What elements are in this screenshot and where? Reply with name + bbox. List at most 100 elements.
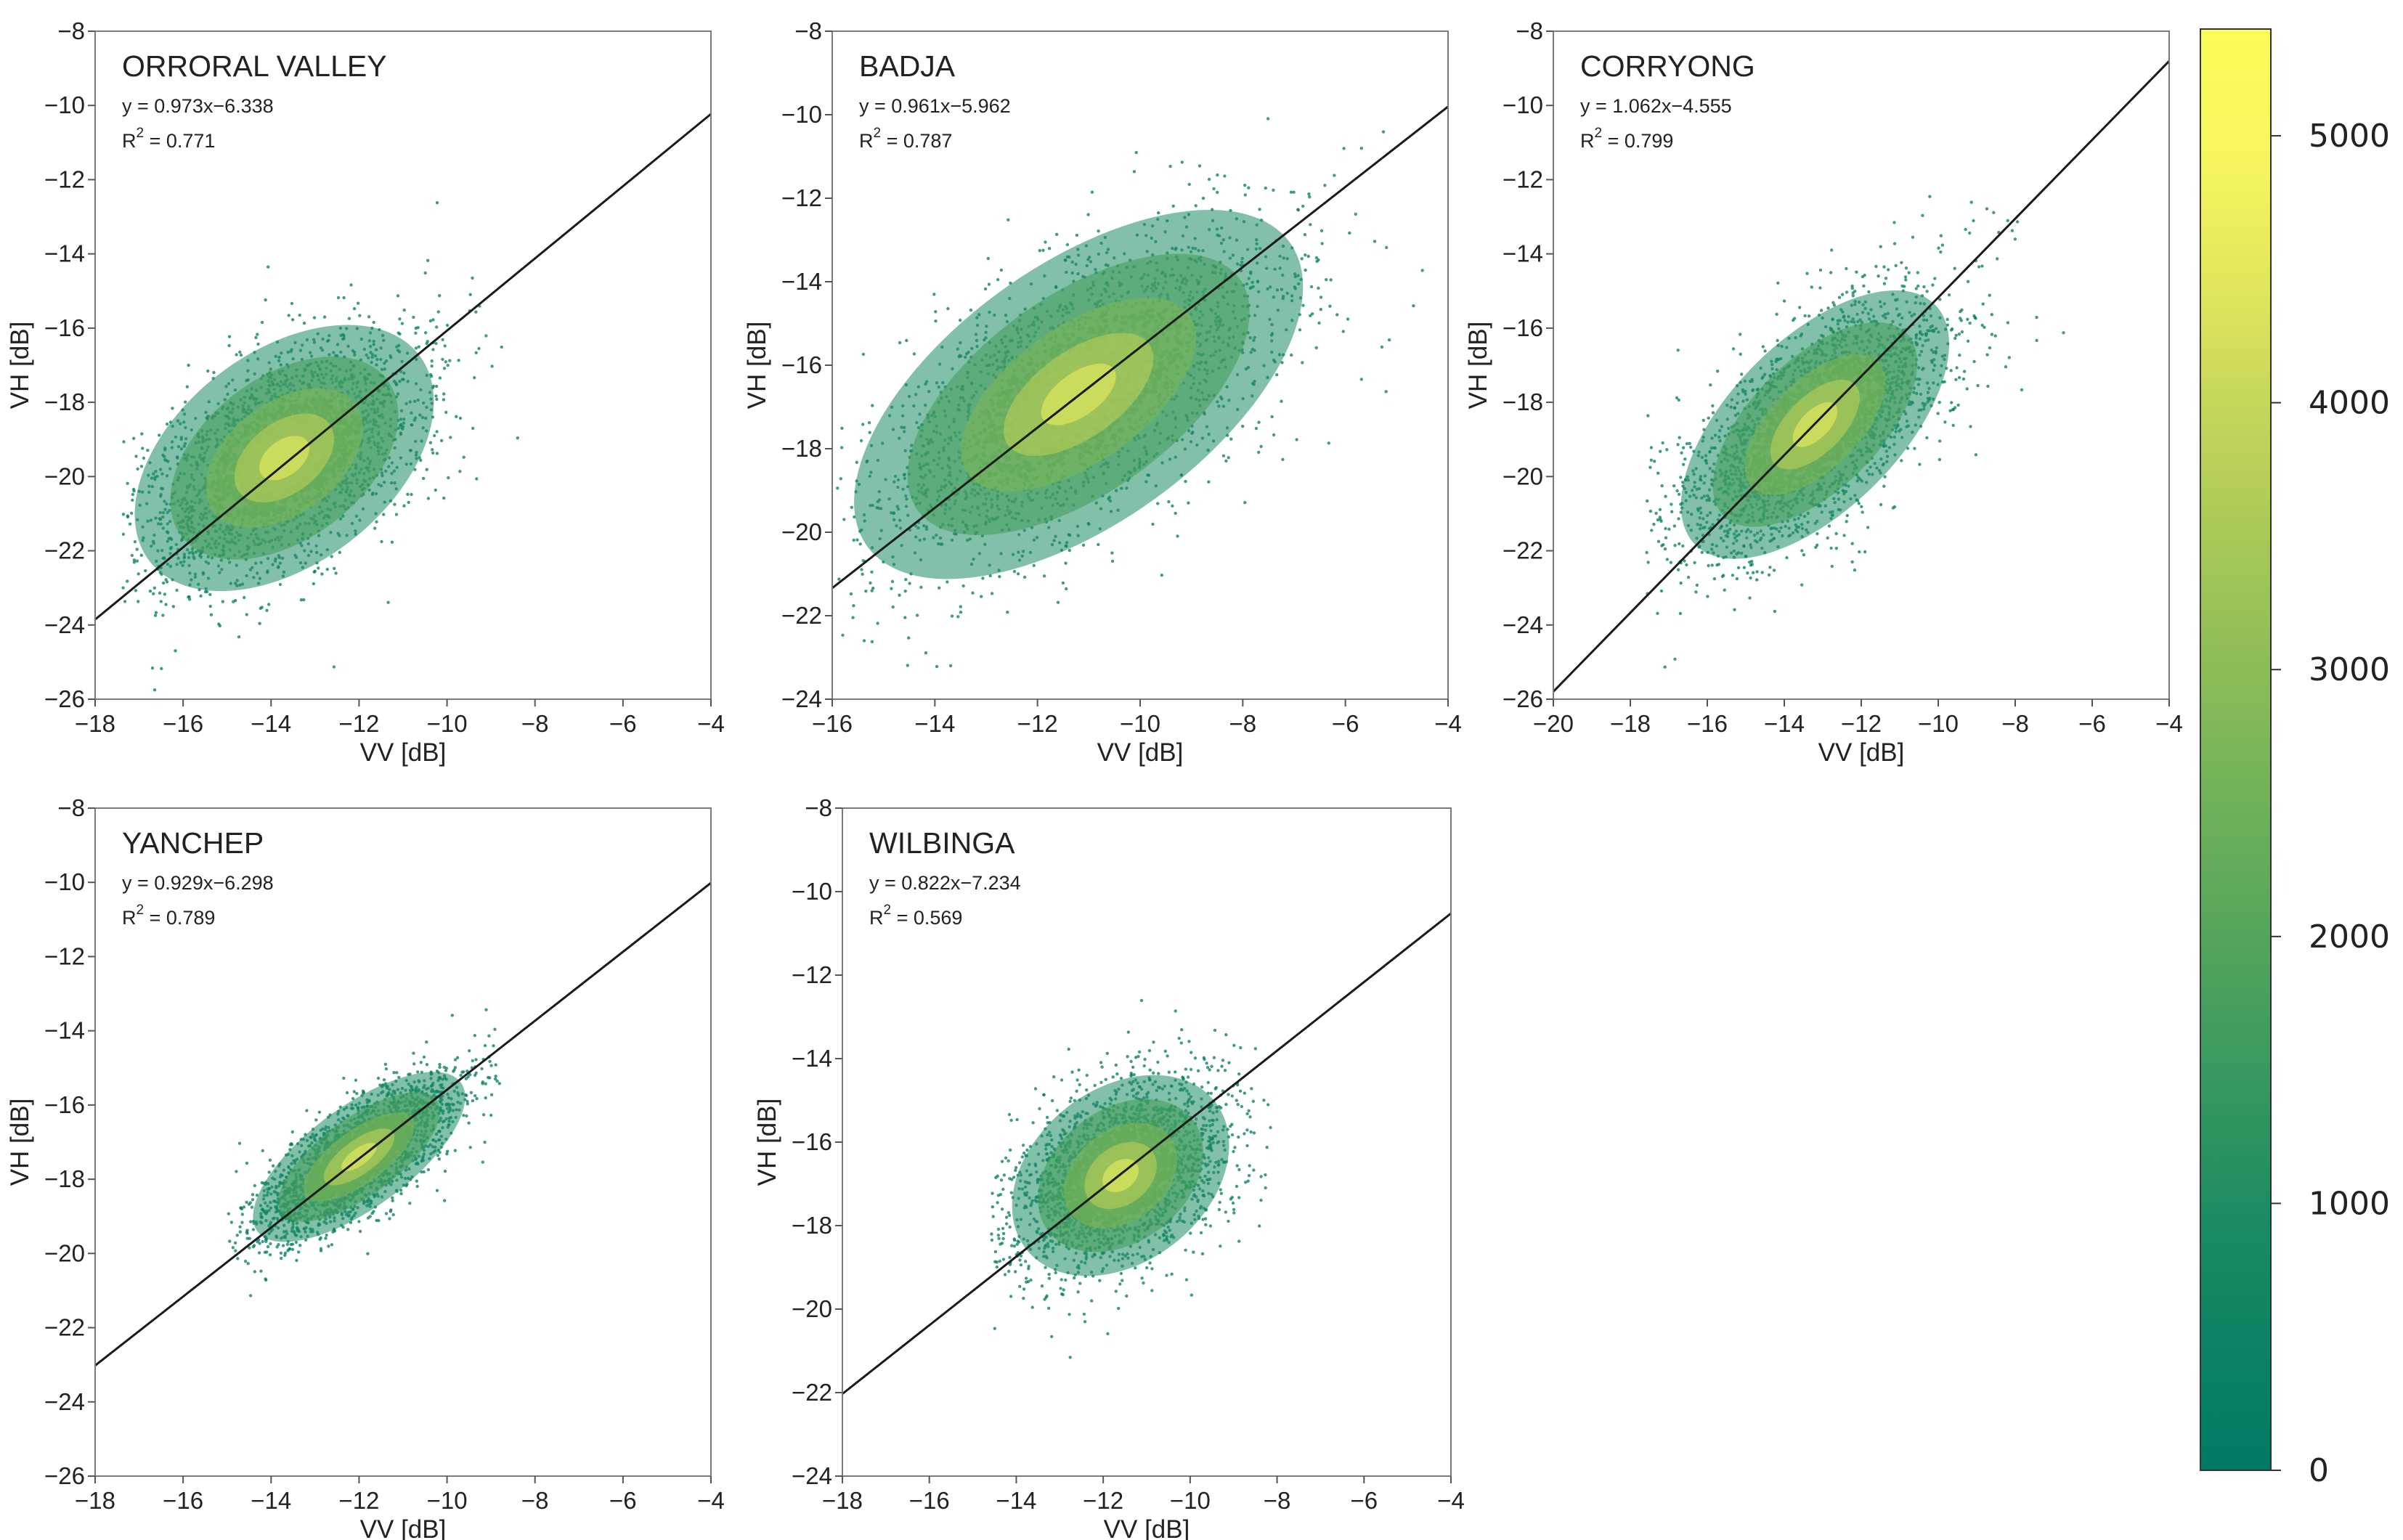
r-squared-value: = 0.787 (881, 130, 952, 152)
y-tick-label: −14 (1503, 240, 1543, 267)
y-axis-label: VH [dB] (753, 1099, 781, 1186)
y-tick-label: −12 (781, 184, 822, 211)
r-squared-exponent: 2 (1595, 126, 1603, 141)
x-tick-label: −8 (1229, 710, 1257, 737)
r-squared-value: = 0.789 (144, 907, 215, 929)
r-squared-exponent: 2 (137, 126, 145, 141)
y-tick-label: −8 (57, 794, 85, 821)
x-tick-label: −20 (1533, 710, 1574, 737)
r-squared-symbol: R (122, 907, 137, 929)
y-tick-label: −20 (44, 1239, 85, 1266)
r-squared-exponent: 2 (874, 126, 882, 141)
regression-equation: y = 0.822x−7.234 (869, 872, 1021, 894)
x-tick-label: −16 (1687, 710, 1728, 737)
r-squared-exponent: 2 (137, 903, 145, 918)
x-tick-label: −10 (427, 1487, 468, 1514)
regression-equation: y = 0.961x−5.962 (859, 95, 1011, 117)
y-tick-label: −10 (44, 868, 85, 895)
y-tick-label: −22 (1503, 537, 1543, 564)
y-tick-label: −18 (1503, 388, 1543, 415)
panel-orroral-valley: −18 −16 −14 −12 −10 −8 −6 −4 −26 −24 −22 −20 −18 −16 −… (6, 17, 725, 767)
y-tick-label: −12 (44, 942, 85, 969)
y-tick-label: −8 (57, 17, 85, 44)
y-tick-label: −20 (1503, 463, 1543, 489)
x-tick-label: −16 (909, 1487, 950, 1514)
panel-yanchep: −18 −16 −14 −12 −10 −8 −6 −4 −26 −24 −22 −20 −18 −16 −… (6, 794, 725, 1540)
y-tick-label: −12 (1503, 166, 1543, 192)
regression-line (95, 113, 711, 621)
y-tick-label: −26 (44, 1462, 85, 1489)
y-tick-label: −22 (781, 602, 822, 629)
x-tick-label: −4 (697, 1487, 725, 1514)
y-axis-label: VH [dB] (1464, 322, 1492, 410)
y-tick-label: −16 (781, 351, 822, 378)
x-tick-label: −12 (338, 710, 379, 737)
x-axis-label: VV [dB] (1104, 1515, 1190, 1540)
y-tick-label: −24 (792, 1462, 832, 1489)
site-title: BADJA (859, 49, 956, 83)
x-tick-label: −8 (1264, 1487, 1291, 1514)
regression-equation: y = 1.062x−4.555 (1580, 95, 1732, 117)
r-squared: R2 = 0.569 (869, 903, 962, 929)
regression-equation: y = 0.973x−6.338 (122, 95, 274, 117)
y-tick-label: −18 (44, 1165, 85, 1192)
y-tick-label: −22 (44, 537, 85, 564)
x-tick-label: −4 (2155, 710, 2183, 737)
density-core (341, 1142, 377, 1171)
x-tick-label: −6 (1332, 710, 1359, 737)
plot-frame (94, 30, 712, 700)
x-tick-label: −12 (1017, 710, 1058, 737)
site-title: ORRORAL VALLEY (122, 49, 387, 83)
y-tick-label: −14 (44, 1017, 85, 1044)
regression-line (842, 912, 1451, 1395)
colorbar: 0 1000 2000 3000 4000 5000 (2200, 28, 2390, 1489)
x-tick-label: −14 (251, 1487, 291, 1514)
x-tick-label: −18 (822, 1487, 863, 1514)
x-tick-label: −14 (251, 710, 291, 737)
x-tick-label: −4 (1437, 1487, 1465, 1514)
regression-equation: y = 0.929x−6.298 (122, 872, 274, 894)
r-squared-exponent: 2 (884, 903, 892, 918)
x-tick-label: −6 (2078, 710, 2106, 737)
y-axis-label: VH [dB] (6, 322, 34, 410)
y-tick-label: −16 (792, 1128, 832, 1155)
x-tick-label: −12 (338, 1487, 379, 1514)
r-squared-value: = 0.799 (1602, 130, 1673, 152)
y-tick-label: −16 (44, 314, 85, 341)
colorbar-tick-label: 5000 (2309, 118, 2390, 155)
x-tick-label: −6 (609, 710, 637, 737)
y-tick-label: −16 (1503, 314, 1543, 341)
x-axis-label: VV [dB] (360, 1515, 447, 1540)
r-squared: R2 = 0.787 (859, 126, 952, 152)
y-tick-label: −12 (792, 961, 832, 988)
y-tick-label: −14 (781, 268, 822, 295)
r-squared-value: = 0.771 (144, 130, 215, 152)
colorbar-tick-label: 2000 (2309, 918, 2390, 956)
y-tick-label: −24 (781, 685, 822, 712)
colorbar-tick-label: 3000 (2309, 651, 2390, 688)
x-tick-label: −18 (75, 1487, 115, 1514)
y-tick-label: −14 (792, 1045, 832, 1072)
x-tick-label: −10 (427, 710, 468, 737)
site-title: CORRYONG (1580, 49, 1755, 83)
y-tick-label: −8 (805, 794, 832, 821)
regression-line (1553, 60, 2169, 693)
r-squared: R2 = 0.789 (122, 903, 215, 929)
plot-frame (94, 807, 712, 1477)
y-tick-label: −16 (44, 1091, 85, 1118)
regression-line (832, 105, 1448, 590)
colorbar-tick-label: 1000 (2309, 1185, 2390, 1222)
x-tick-label: −18 (75, 710, 115, 737)
y-tick-label: −20 (781, 518, 822, 545)
x-tick-label: −14 (914, 710, 955, 737)
density-core (259, 436, 309, 481)
x-tick-label: −12 (1083, 1487, 1123, 1514)
y-tick-label: −18 (781, 435, 822, 462)
x-tick-label: −4 (697, 710, 725, 737)
r-squared-value: = 0.569 (891, 907, 962, 929)
y-tick-label: −10 (44, 91, 85, 118)
y-axis-label: VH [dB] (743, 322, 771, 410)
y-tick-label: −18 (792, 1212, 832, 1239)
y-tick-label: −10 (1503, 91, 1543, 118)
y-axis-label: VH [dB] (6, 1099, 34, 1186)
